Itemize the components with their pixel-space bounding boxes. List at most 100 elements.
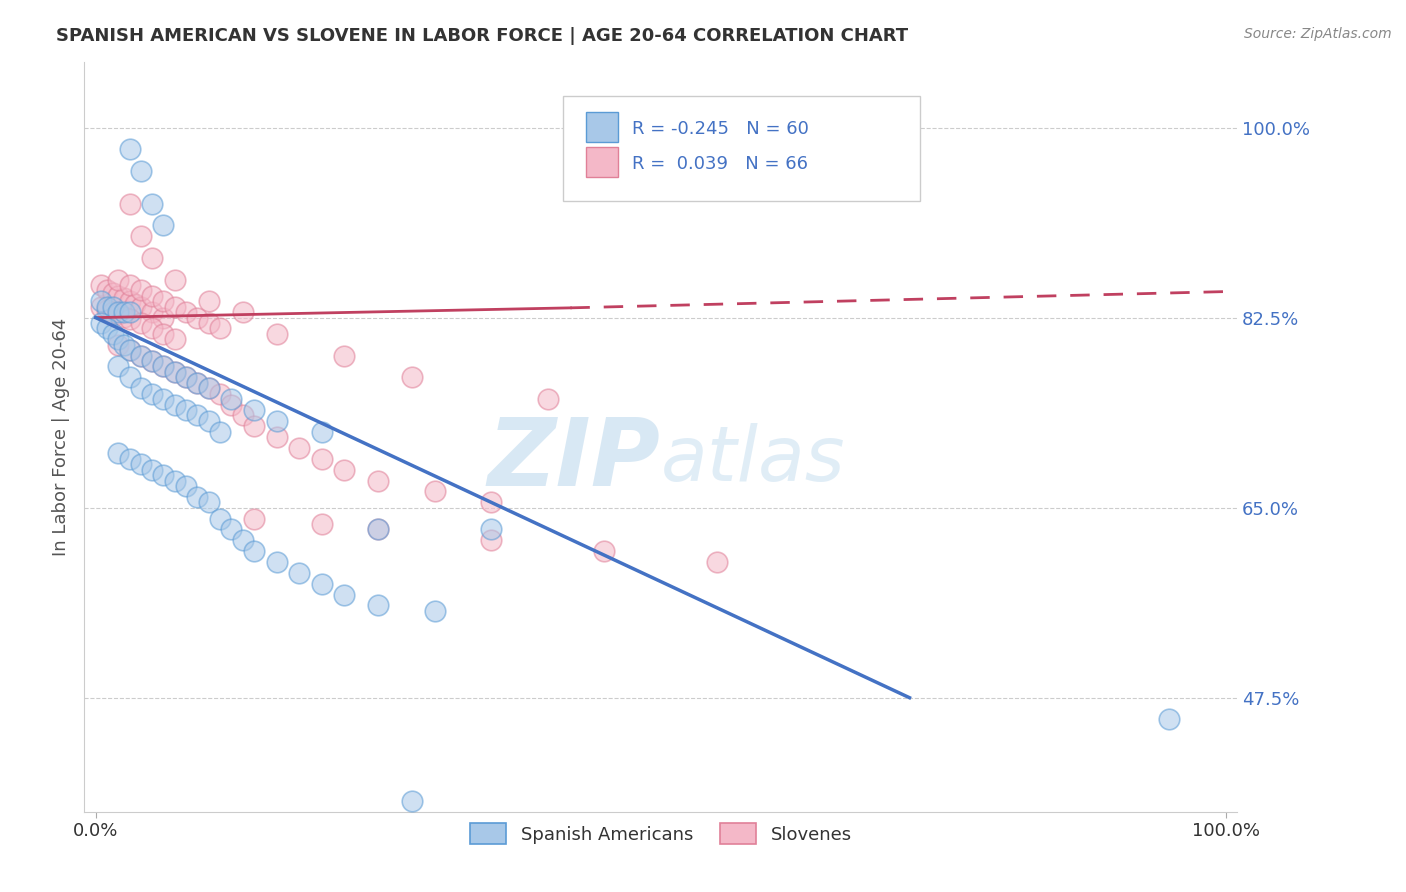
Point (124, 296, 146, 310)
Point (174, 479, 197, 493)
Point (107, 446, 129, 460)
Point (163, 272, 186, 286)
Point (129, 349, 152, 363)
Point (152, 359, 174, 374)
Point (243, 511, 266, 525)
Point (152, 468, 174, 483)
Point (141, 289, 163, 303)
Point (232, 533, 254, 548)
Point (311, 451, 333, 466)
Point (174, 370, 197, 384)
Point (118, 343, 141, 358)
Point (197, 381, 219, 395)
Point (118, 278, 141, 293)
Point (333, 349, 356, 363)
Text: SPANISH AMERICAN VS SLOVENE IN LABOR FORCE | AGE 20-64 CORRELATION CHART: SPANISH AMERICAN VS SLOVENE IN LABOR FOR… (56, 27, 908, 45)
Point (141, 321, 163, 335)
Point (90, 316, 112, 330)
Point (311, 425, 333, 439)
Point (141, 305, 163, 319)
Point (141, 196, 163, 211)
Point (112, 310, 135, 324)
Point (107, 307, 129, 321)
Point (479, 522, 502, 536)
Point (90, 300, 112, 314)
Point (152, 326, 174, 341)
Point (266, 555, 288, 569)
Point (129, 300, 152, 314)
Point (152, 310, 174, 325)
Point (141, 463, 163, 477)
Point (129, 316, 152, 330)
Point (107, 332, 129, 346)
Point (90, 278, 112, 293)
Point (243, 419, 266, 434)
Point (129, 381, 152, 395)
Point (479, 495, 502, 509)
Point (163, 365, 186, 379)
Point (141, 354, 163, 368)
Point (152, 219, 174, 233)
Point (208, 386, 231, 401)
Point (118, 343, 141, 358)
Point (401, 370, 423, 384)
Point (96, 303, 118, 318)
Point (107, 359, 129, 374)
Point (221, 522, 243, 536)
Point (537, 392, 560, 406)
Point (197, 495, 219, 509)
Point (208, 425, 231, 439)
Point (118, 196, 141, 211)
Point (118, 142, 141, 156)
Legend: Spanish Americans, Slovenes: Spanish Americans, Slovenes (463, 816, 859, 851)
Point (1159, 713, 1181, 727)
Point (152, 359, 174, 374)
Point (186, 490, 208, 504)
Point (118, 311, 141, 326)
Point (593, 544, 616, 558)
Point (208, 321, 231, 335)
Point (129, 349, 152, 363)
Point (174, 370, 197, 384)
Point (141, 354, 163, 368)
Point (423, 604, 446, 618)
Point (163, 300, 186, 314)
Point (107, 305, 129, 319)
Point (333, 463, 356, 477)
Point (96, 300, 118, 314)
Point (288, 566, 311, 580)
Point (107, 272, 129, 286)
Point (90, 294, 112, 309)
Point (174, 403, 197, 417)
Point (186, 310, 208, 325)
Text: R =  0.039   N = 66: R = 0.039 N = 66 (633, 155, 808, 173)
Point (118, 451, 141, 466)
Point (186, 376, 208, 390)
Point (163, 397, 186, 411)
Point (311, 576, 333, 591)
Point (367, 599, 389, 613)
Point (141, 386, 163, 401)
Point (197, 414, 219, 428)
Point (401, 794, 423, 808)
Text: R = -0.245   N = 60: R = -0.245 N = 60 (633, 120, 808, 138)
Point (96, 284, 118, 298)
Point (186, 376, 208, 390)
Point (232, 305, 254, 319)
Point (96, 321, 118, 335)
Point (186, 409, 208, 423)
Point (266, 414, 288, 428)
Point (706, 555, 728, 569)
Point (101, 300, 124, 314)
Point (112, 305, 135, 319)
Point (118, 294, 141, 309)
Point (232, 409, 254, 423)
Point (112, 291, 135, 305)
FancyBboxPatch shape (586, 112, 619, 142)
Point (208, 511, 231, 525)
Text: ZIP: ZIP (488, 414, 661, 506)
Point (243, 403, 266, 417)
Point (107, 338, 129, 352)
Point (112, 338, 135, 352)
Point (311, 516, 333, 531)
